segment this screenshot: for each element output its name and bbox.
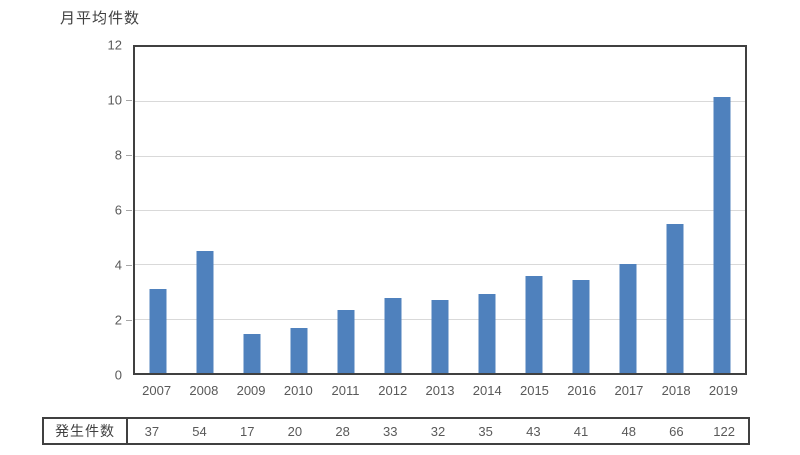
x-axis-label: 2008	[189, 383, 219, 398]
y-axis-tick-label: 0	[114, 367, 122, 383]
table-values: 37 54 17 20 28 33 32 35 43 41 48 66 122	[128, 419, 748, 443]
y-axis-tick-label: 2	[114, 312, 122, 328]
table-value-cell: 28	[335, 423, 350, 439]
bar	[290, 327, 308, 373]
bar	[384, 298, 402, 373]
y-axis-tick-label: 6	[114, 202, 122, 218]
x-axis-label: 2007	[142, 383, 172, 398]
data-table: 発生件数 37 54 17 20 28 33 32 35 43 41 48 66 122	[42, 417, 750, 445]
bar	[149, 289, 167, 373]
table-value-cell: 48	[621, 423, 636, 439]
x-axis-label: 2009	[236, 383, 266, 398]
table-value-cell: 54	[192, 423, 207, 439]
y-axis-tick-label: 8	[114, 147, 122, 163]
bar	[337, 309, 355, 373]
x-axis-label: 2013	[425, 383, 455, 398]
bar	[431, 300, 449, 373]
y-axis-tick-mark	[126, 155, 132, 156]
bar	[243, 334, 261, 373]
y-axis-tick-label: 4	[114, 257, 122, 273]
y-axis-tick-label: 10	[107, 92, 122, 108]
x-axis-label: 2017	[614, 383, 644, 398]
x-axis-label: 2010	[283, 383, 313, 398]
table-value-cell: 17	[239, 423, 255, 439]
bar	[666, 223, 684, 373]
table-value-cell: 122	[713, 423, 735, 439]
bar	[572, 280, 590, 373]
x-axis-label: 2015	[519, 383, 549, 398]
table-value-cell: 32	[430, 423, 446, 439]
bar	[619, 264, 637, 373]
x-axis-label: 2019	[708, 383, 738, 398]
x-axis-label: 2014	[472, 383, 502, 398]
table-value-cell: 35	[478, 423, 493, 439]
gridline	[135, 264, 745, 266]
x-axis-label: 2016	[567, 383, 597, 398]
x-axis-label: 2012	[378, 383, 408, 398]
y-axis-tick-mark	[126, 320, 132, 321]
y-axis-tick-mark	[126, 100, 132, 101]
table-value-cell: 43	[526, 423, 541, 439]
gridline	[135, 101, 745, 103]
gridline	[135, 155, 745, 157]
table-value-cell: 37	[144, 423, 160, 439]
table-value-cell: 41	[573, 423, 589, 439]
chart-title: 月平均件数	[60, 10, 141, 27]
table-value-cell: 33	[383, 423, 398, 439]
y-axis-tick-mark	[126, 210, 132, 211]
gridline	[135, 210, 745, 211]
bar	[196, 250, 214, 373]
x-axis-label: 2011	[331, 383, 360, 398]
table-value-cell: 20	[287, 423, 303, 439]
x-axis-label: 2018	[661, 383, 691, 398]
table-value-cell: 66	[669, 423, 684, 439]
bar	[713, 96, 731, 373]
plot-area	[133, 45, 747, 375]
bar	[525, 275, 543, 373]
y-axis-tick-label: 12	[107, 37, 122, 53]
y-axis-tick-mark	[126, 265, 132, 266]
table-header-cell: 発生件数	[44, 419, 128, 443]
bar	[478, 293, 496, 373]
